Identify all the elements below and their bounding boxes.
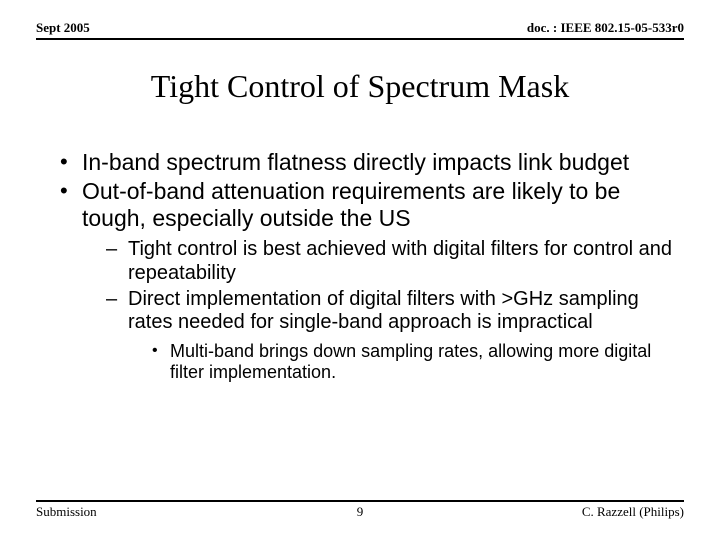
bullet-item: Out-of-band attenuation requirements are… <box>60 178 684 384</box>
slide-header: Sept 2005 doc. : IEEE 802.15-05-533r0 <box>36 20 684 40</box>
bullet-text: In-band spectrum flatness directly impac… <box>82 149 629 175</box>
footer-page-number: 9 <box>357 504 364 520</box>
bullet-text: Multi-band brings down sampling rates, a… <box>170 341 651 383</box>
slide-title: Tight Control of Spectrum Mask <box>36 68 684 105</box>
bullet-text: Out-of-band attenuation requirements are… <box>82 178 620 231</box>
sub-sub-bullet-item: Multi-band brings down sampling rates, a… <box>152 341 684 384</box>
bullet-list: In-band spectrum flatness directly impac… <box>36 149 684 384</box>
sub-sub-bullet-list: Multi-band brings down sampling rates, a… <box>128 341 684 384</box>
sub-bullet-list: Tight control is best achieved with digi… <box>82 238 684 384</box>
bullet-item: In-band spectrum flatness directly impac… <box>60 149 684 176</box>
header-docnum: doc. : IEEE 802.15-05-533r0 <box>527 20 684 36</box>
footer-left: Submission <box>36 504 97 520</box>
sub-bullet-item: Direct implementation of digital filters… <box>106 288 684 384</box>
footer-author: C. Razzell (Philips) <box>582 504 684 520</box>
bullet-text: Tight control is best achieved with digi… <box>128 238 672 284</box>
bullet-text: Direct implementation of digital filters… <box>128 288 639 334</box>
slide-footer: Submission 9 C. Razzell (Philips) <box>36 500 684 520</box>
sub-bullet-item: Tight control is best achieved with digi… <box>106 238 684 285</box>
header-date: Sept 2005 <box>36 20 90 36</box>
